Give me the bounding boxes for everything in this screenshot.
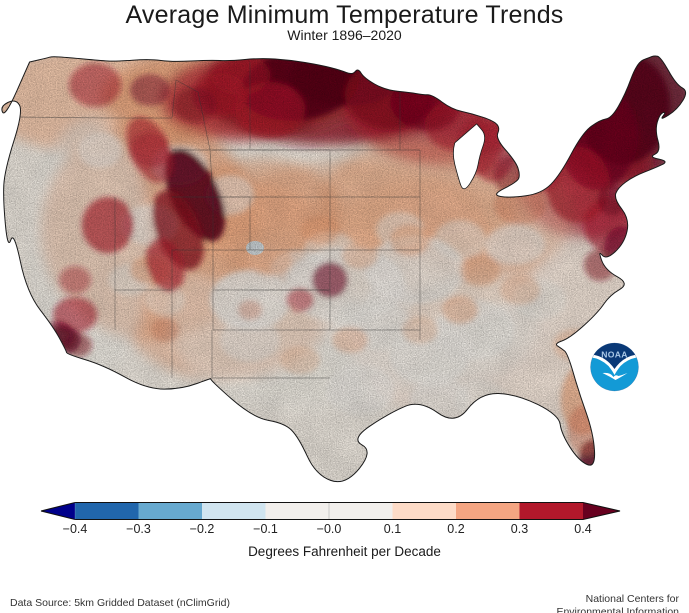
svg-text:NOAA: NOAA [601,350,628,360]
